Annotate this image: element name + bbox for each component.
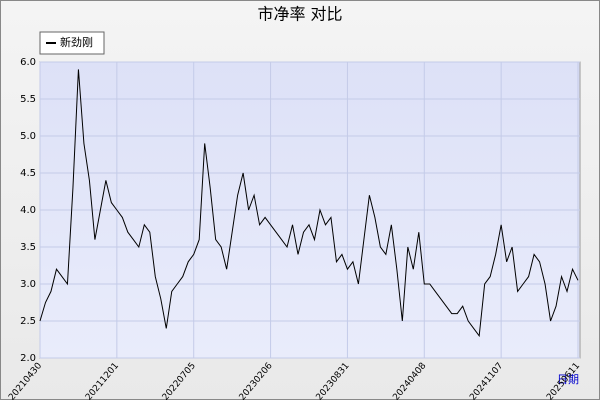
legend-label: 新劲刚: [60, 35, 93, 49]
y-tick-label: 4.0: [20, 205, 36, 216]
y-tick-label: 3.0: [20, 279, 36, 290]
x-axis-label: 日期: [557, 373, 579, 386]
series-line: [39, 69, 579, 338]
legend-box: [39, 31, 105, 55]
y-tick-label: 2.5: [20, 316, 36, 327]
chart-title: 市净率 对比: [257, 5, 342, 24]
y-tick-label: 5.5: [20, 94, 36, 105]
y-tick-label: 5.0: [20, 131, 36, 142]
y-tick-label: 6.0: [20, 57, 36, 68]
y-tick-label: 2.0: [20, 353, 36, 364]
y-tick-label: 3.5: [20, 242, 36, 253]
y-tick-label: 4.5: [20, 168, 36, 179]
